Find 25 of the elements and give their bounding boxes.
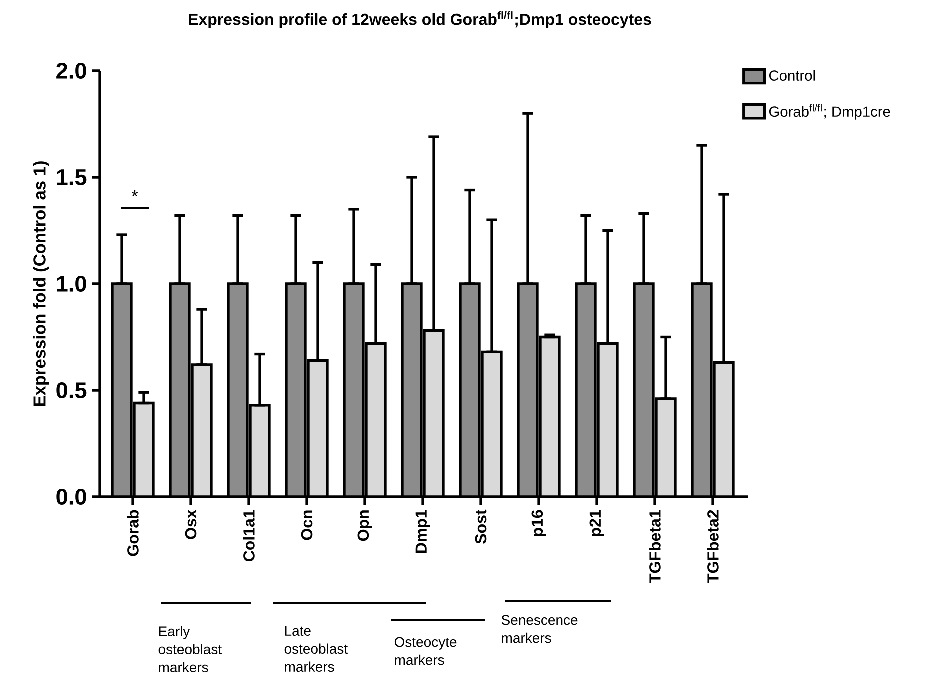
y-tick-label: 0.5	[56, 382, 87, 399]
x-tick-label: p16	[532, 510, 546, 536]
y-tick-label: 1.0	[57, 276, 86, 292]
x-tick-label: p21	[590, 510, 604, 536]
x-tick-label: Sost	[475, 510, 487, 544]
x-tick-label: Dmp1	[416, 510, 430, 554]
x-tick-label: Opn	[358, 510, 372, 542]
legend-label: Gorab$^{fl/fl}$; Dmp1cre	[769, 104, 890, 120]
x-tick-label: Ocn	[301, 510, 313, 540]
y-tick-label: 0.0	[56, 488, 86, 506]
legend-label: Control	[770, 70, 816, 81]
annotation: *	[132, 190, 138, 197]
text: Osteocyte markers	[394, 637, 457, 666]
chart-title: Expression profile of 12weeks old Gorab$^{fl/fl}$;Dmp1 osteocytes	[189, 12, 652, 28]
x-tick-label: TGFbeta1	[649, 510, 661, 584]
x-tick-label: Col1a1	[243, 510, 255, 562]
x-tick-label: TGFbeta2	[707, 510, 719, 584]
y-tick-label: 2.0	[56, 62, 86, 80]
x-tick-label: Gorab	[127, 510, 139, 556]
text: Early osteoblast markers	[158, 626, 222, 673]
x-tick-label: Osx	[185, 510, 197, 540]
y-axis-title: Expression fold (Control as 1)	[33, 162, 50, 406]
text: Senescence markers	[502, 615, 578, 644]
y-tick-label: 1.5	[57, 170, 87, 186]
text: Late osteoblast markers	[284, 626, 348, 672]
